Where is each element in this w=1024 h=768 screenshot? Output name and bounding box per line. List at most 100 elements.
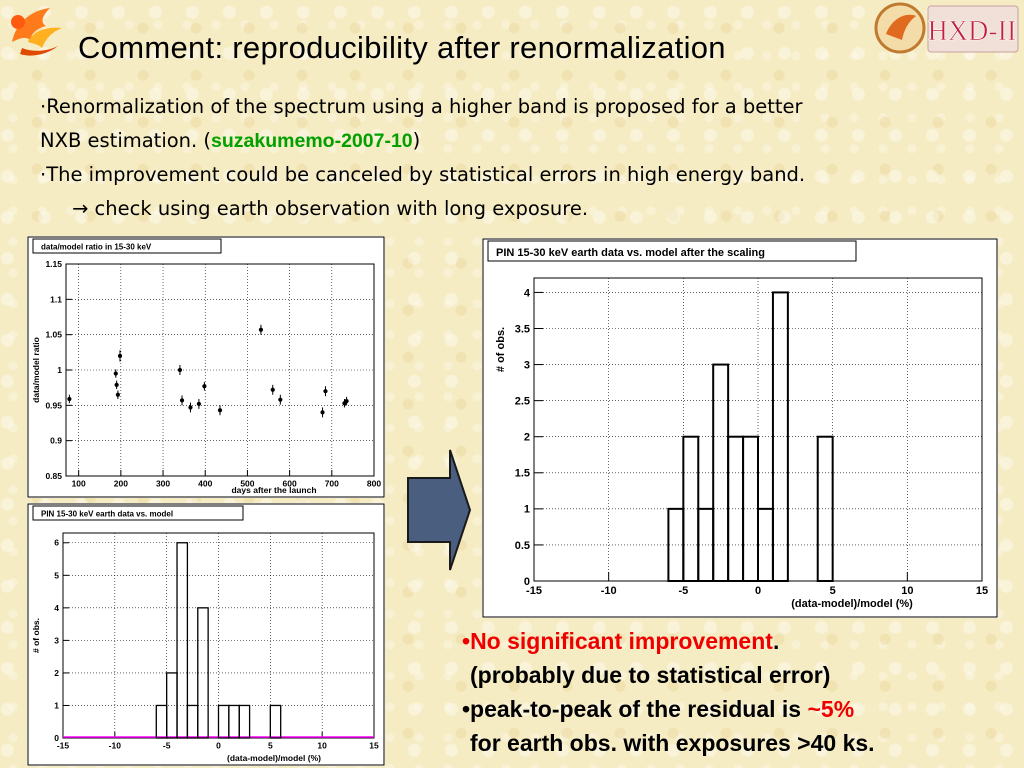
y-axis-label: # of obs. — [31, 618, 41, 653]
x-tick-label: -5 — [163, 741, 171, 751]
x-tick-label: 0 — [216, 741, 221, 751]
x-tick-label: -5 — [678, 585, 688, 597]
bullet-2-line-2: → check using earth observation with lon… — [72, 197, 589, 220]
chart-frame — [27, 503, 385, 766]
histogram-bin — [197, 607, 209, 739]
y-tick-label: 1 — [54, 700, 59, 710]
phoenix-bird-icon — [11, 8, 62, 56]
y-axis-label: # of obs. — [495, 327, 507, 372]
y-tick-label: 0.95 — [45, 400, 62, 410]
y-tick-label: 1.1 — [50, 294, 62, 304]
x-tick-label: -10 — [601, 585, 617, 597]
bullet-1-line-2: NXB estimation. (suzakumemo-2007-10) — [40, 129, 421, 152]
x-tick-label: 5 — [268, 741, 273, 751]
y-tick-label: 0.5 — [515, 540, 530, 552]
x-tick-label: 800 — [367, 479, 381, 489]
y-tick-label: 0.85 — [45, 471, 62, 481]
data-point — [278, 397, 283, 402]
histogram-before-scaling: -15 -10 -5 0 5 10 15 0 1 2 3 4 5 6 PIN 15-30 keV earth… — [27, 503, 385, 766]
hxd-logo: HXD-II — [874, 2, 1019, 54]
right-arrow-icon: → — [72, 197, 89, 220]
chart-title: PIN 15-30 keV earth data vs. model after… — [496, 247, 765, 259]
chart-title: PIN 15-30 keV earth data vs. model — [41, 509, 173, 518]
ratio-chart-panel: 100 200 300 400 500 600 700 800 0.85 0.9 0.95 1 1.05… — [27, 236, 385, 498]
data-point — [270, 387, 275, 392]
conclusions: •No significant improvement. (probably d… — [462, 624, 1022, 760]
y-tick-label: 4 — [54, 603, 59, 613]
x-tick-label: 500 — [240, 479, 254, 489]
memo-reference: suzakumemo-2007-10 — [211, 130, 413, 152]
chart-frame — [27, 236, 385, 498]
x-tick-label: 5 — [830, 585, 836, 597]
data-point — [320, 410, 325, 415]
histogram-bin — [238, 704, 251, 739]
data-point — [196, 401, 202, 407]
histogram-bin — [816, 435, 834, 582]
big-right-arrow-icon — [407, 449, 472, 571]
y-tick-label: 1.05 — [45, 330, 62, 340]
x-tick-label: 10 — [317, 741, 327, 751]
chart-frame — [482, 238, 998, 618]
x-tick-label: 100 — [72, 479, 86, 489]
hist-after-panel: -15 -10 -5 0 5 10 15 0 0.5 1 1.5 2 2.5 3 3.5 4 PIN 15-30… — [482, 238, 998, 618]
data-point — [114, 382, 119, 387]
x-axis-label: (data-model)/model (%) — [227, 753, 321, 763]
x-tick-label: 400 — [198, 479, 212, 489]
data-point — [323, 389, 328, 394]
data-point — [117, 353, 123, 358]
ratio-chart: 100 200 300 400 500 600 700 800 0.85 0.9 0.95 1 1.05… — [27, 236, 385, 498]
y-tick-label: 0 — [54, 733, 59, 743]
hxd-logo-text: HXD-II — [928, 16, 1017, 47]
no-improvement-text: No significant improvement — [470, 628, 773, 654]
residual-value: 5% — [820, 696, 855, 722]
y-tick-label: 2.5 — [515, 395, 530, 407]
x-axis-label: (data-model)/model (%) — [791, 598, 913, 610]
y-tick-label: 1 — [524, 504, 530, 516]
y-tick-label: 0 — [524, 576, 530, 588]
data-point — [179, 398, 185, 403]
conclusion-1: •No significant improvement. — [462, 628, 780, 654]
x-tick-label: 200 — [114, 479, 128, 489]
y-tick-label: 1.5 — [515, 468, 530, 480]
y-tick-label: 3 — [524, 359, 530, 371]
conclusion-4: for earth obs. with exposures >40 ks. — [470, 730, 875, 756]
chart-title-box — [487, 240, 857, 262]
conclusion-2: (probably due to statistical error) — [470, 662, 831, 688]
y-tick-label: 2 — [524, 432, 530, 444]
y-axis-label: data/model ratio — [31, 337, 41, 403]
chart-title: data/model ratio in 15-30 keV — [41, 242, 152, 251]
intro-bullets: ·Renormalization of the spectrum using a… — [40, 90, 1000, 226]
y-tick-label: 3.5 — [515, 323, 530, 335]
histogram-bin — [771, 291, 789, 583]
data-point — [202, 384, 207, 389]
x-tick-label: 0 — [755, 585, 761, 597]
chart-title-box — [32, 505, 244, 521]
page-title: Comment: reproducibility after renormali… — [78, 30, 726, 65]
x-tick-label: 10 — [901, 585, 913, 597]
bullet-1-line-1: ·Renormalization of the spectrum using a… — [40, 95, 803, 118]
y-tick-label: 2 — [54, 668, 59, 678]
data-point — [67, 396, 72, 402]
y-tick-label: 1 — [57, 365, 62, 375]
bullet-2-line-1: ·The improvement could be canceled by st… — [40, 163, 806, 186]
x-tick-label: 300 — [156, 479, 170, 489]
x-tick-label: 700 — [325, 479, 339, 489]
data-point — [113, 371, 118, 376]
histogram-bin — [269, 704, 282, 739]
y-tick-label: 3 — [54, 635, 59, 645]
data-point — [217, 408, 223, 413]
x-tick-label: -15 — [57, 741, 70, 751]
data-point — [177, 367, 183, 373]
conclusion-3: •peak-to-peak of the residual is ~5% — [462, 696, 855, 722]
y-tick-label: 1.15 — [45, 259, 62, 269]
y-tick-label: 4 — [524, 287, 531, 299]
x-tick-label: -15 — [526, 585, 542, 597]
histogram-bin — [176, 542, 189, 739]
x-axis-label: days after the launch — [231, 485, 316, 495]
x-tick-label: 15 — [369, 741, 379, 751]
data-point — [188, 405, 193, 410]
histogram-after-scaling: -15 -10 -5 0 5 10 15 0 0.5 1 1.5 2 2.5 3 3.5 4 PIN 15-30… — [482, 238, 998, 618]
hist-before-panel: -15 -10 -5 0 5 10 15 0 1 2 3 4 5 6 PIN 15-30 keV earth… — [27, 503, 385, 766]
y-tick-label: 6 — [54, 538, 59, 548]
y-tick-label: 0.9 — [50, 436, 62, 446]
